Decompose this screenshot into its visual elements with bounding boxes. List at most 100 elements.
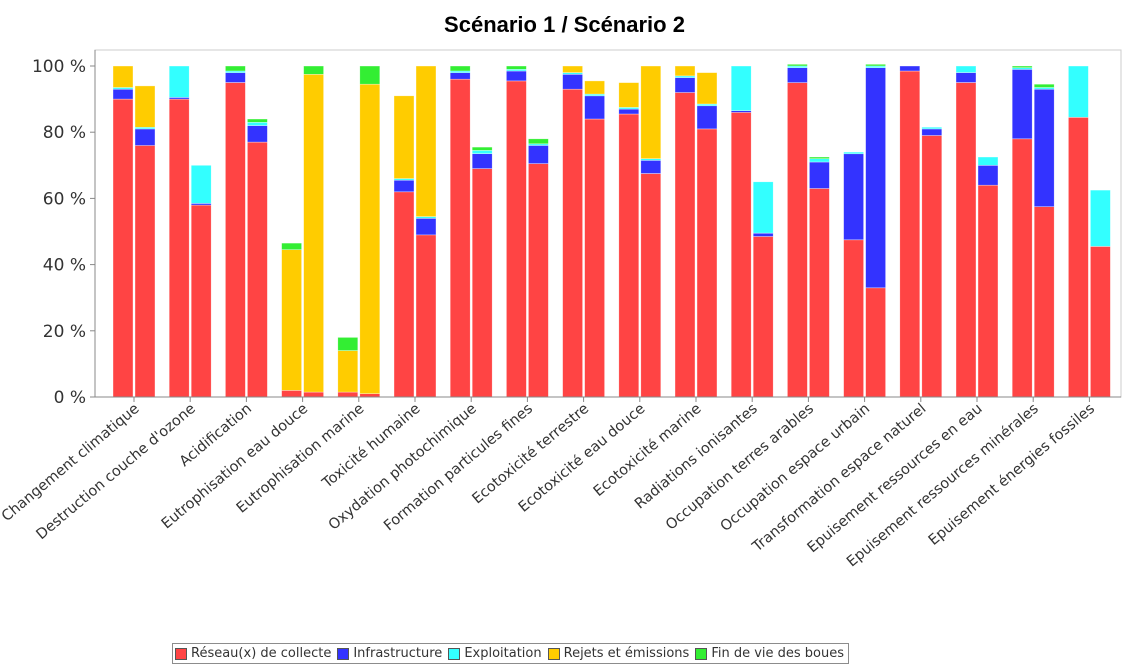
legend-item: Infrastructure xyxy=(337,646,442,661)
y-tick-label: 40 % xyxy=(43,256,86,276)
bar-segment-1-15-0 xyxy=(955,82,977,398)
bar-segment-1-7-1 xyxy=(506,70,527,82)
bar-segment-2-7-0 xyxy=(528,163,549,398)
bar-segment-2-17-2 xyxy=(1090,189,1111,247)
bar-segment-2-2-2 xyxy=(247,122,268,126)
bar-segment-2-12-1 xyxy=(809,161,830,189)
bar-segment-1-4-3 xyxy=(337,350,359,393)
x-tick-label: Toxicité humaine xyxy=(319,401,424,492)
bar-segment-1-9-1 xyxy=(618,108,640,115)
bar-segment-1-16-4 xyxy=(1011,65,1033,69)
bar-segment-1-15-2 xyxy=(955,65,977,73)
bar-segment-2-0-3 xyxy=(134,85,156,128)
bar-segment-2-6-2 xyxy=(471,150,493,154)
stacked-bar-chart: 0 % 20 % 40 % 60 % 80 % 100 % Changement clim… xyxy=(0,49,1122,570)
bar-segment-1-3-3 xyxy=(281,249,302,391)
bar-segment-1-15-1 xyxy=(955,72,977,83)
x-tick-label: Ecotoxicité marine xyxy=(591,401,705,500)
bar-segment-1-9-0 xyxy=(618,113,640,398)
bar-segment-2-7-4 xyxy=(528,138,549,145)
bar-segment-1-9-3 xyxy=(618,82,640,108)
bar-segment-1-1-2 xyxy=(168,65,190,98)
bar-segment-1-5-1 xyxy=(393,179,415,193)
bar-segment-2-8-1 xyxy=(584,95,605,120)
bar-segment-1-14-1 xyxy=(899,65,921,72)
legend-label: Fin de vie des boues xyxy=(711,646,845,661)
bar-segment-1-7-4 xyxy=(506,65,527,70)
legend-item: Exploitation xyxy=(448,646,542,661)
bar-segment-1-3-4 xyxy=(281,242,302,251)
bar-segment-1-12-0 xyxy=(787,82,808,398)
y-tick-label: 80 % xyxy=(43,123,86,143)
bar-segment-1-14-0 xyxy=(899,70,921,398)
bar-segment-1-8-1 xyxy=(562,74,583,90)
bar-segment-2-1-2 xyxy=(190,165,212,204)
bar-segment-2-15-2 xyxy=(977,156,999,166)
bar-segment-2-13-4 xyxy=(865,64,886,67)
bar-segment-1-17-2 xyxy=(1068,65,1089,118)
bar-segment-1-2-4 xyxy=(225,65,246,72)
bar-segment-1-8-0 xyxy=(562,88,583,398)
bar-segment-2-6-4 xyxy=(471,146,493,151)
bar-segment-2-11-2 xyxy=(752,181,774,234)
bar-segment-2-16-0 xyxy=(1033,206,1055,398)
legend-swatch xyxy=(547,647,560,660)
bar-segment-2-14-2 xyxy=(921,126,943,130)
bar-segment-2-12-4 xyxy=(809,156,830,160)
bar-segment-1-13-2 xyxy=(843,151,864,155)
bar-segment-2-8-0 xyxy=(584,118,605,398)
bar-segment-1-6-4 xyxy=(449,65,471,72)
bar-segment-2-14-0 xyxy=(921,135,943,398)
bar-segment-1-10-0 xyxy=(674,92,696,398)
bar-segment-2-12-2 xyxy=(809,158,830,163)
bar-segment-1-5-0 xyxy=(393,191,415,398)
bar-segment-2-6-0 xyxy=(471,168,493,398)
bar-segment-1-2-0 xyxy=(225,82,246,398)
bar-segment-2-3-4 xyxy=(303,65,324,75)
chart-legend: Réseau(x) de collecte Infrastructure Explo… xyxy=(172,643,850,664)
bar-segment-2-5-3 xyxy=(415,65,437,217)
legend-item: Rejets et émissions xyxy=(547,646,690,661)
bar-segment-1-16-1 xyxy=(1011,69,1033,140)
legend-label: Rejets et émissions xyxy=(563,646,690,661)
bar-segment-1-2-1 xyxy=(225,72,246,83)
legend-label: Infrastructure xyxy=(353,646,443,661)
bar-segment-2-9-0 xyxy=(640,173,662,398)
bar-segment-2-2-1 xyxy=(247,125,268,143)
bar-segment-1-4-0 xyxy=(337,391,359,398)
bar-segment-1-6-1 xyxy=(449,72,471,80)
bar-segment-2-13-1 xyxy=(865,67,886,289)
bar-segment-1-6-0 xyxy=(449,78,471,398)
bar-segment-2-4-3 xyxy=(359,83,381,394)
axes-layer xyxy=(94,50,1121,398)
bar-segment-1-10-1 xyxy=(674,77,696,93)
bar-segment-2-9-3 xyxy=(640,65,662,159)
bar-segment-2-13-0 xyxy=(865,287,886,398)
bar-segment-1-0-1 xyxy=(112,88,134,100)
bar-segment-1-16-0 xyxy=(1011,138,1033,398)
bar-segment-2-16-1 xyxy=(1033,88,1055,207)
bar-segment-2-6-1 xyxy=(471,153,493,169)
bar-segment-1-12-4 xyxy=(787,64,808,67)
bar-segment-2-10-0 xyxy=(696,128,718,398)
bar-segment-2-9-1 xyxy=(640,160,662,174)
bar-segment-1-3-0 xyxy=(281,390,302,398)
legend-label: Exploitation xyxy=(464,646,542,661)
bar-segment-2-8-3 xyxy=(584,80,605,95)
legend-item: Fin de vie des boues xyxy=(695,646,844,661)
legend-item: Réseau(x) de collecte xyxy=(175,646,331,661)
bar-segment-1-8-3 xyxy=(562,65,583,73)
bar-segment-2-11-0 xyxy=(752,236,774,398)
bar-segment-2-0-0 xyxy=(134,145,156,398)
bar-segment-2-10-2 xyxy=(696,103,718,107)
bar-segment-1-11-2 xyxy=(730,65,752,112)
bar-segment-1-11-0 xyxy=(730,112,752,398)
bar-segment-2-11-1 xyxy=(752,232,774,237)
bars-layer xyxy=(112,64,1111,398)
legend-swatch xyxy=(448,647,461,660)
bar-segment-1-4-4 xyxy=(337,337,359,351)
bar-segment-2-5-1 xyxy=(415,218,437,236)
legend-swatch xyxy=(337,647,350,660)
bar-segment-2-4-4 xyxy=(359,65,381,85)
